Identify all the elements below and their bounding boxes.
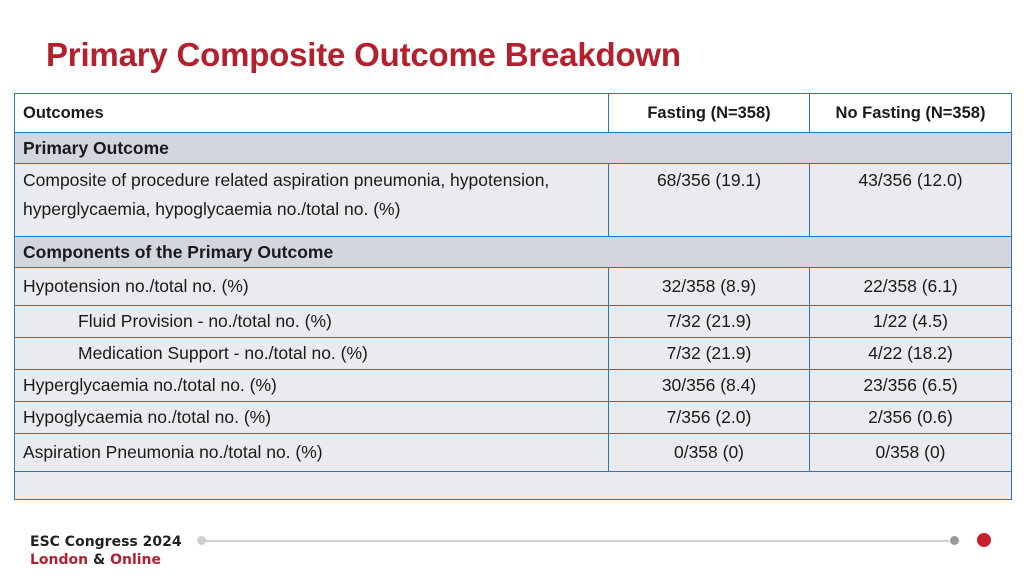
- footer-dot-gray: [950, 536, 959, 545]
- footer-divider: [199, 540, 949, 542]
- table-row-empty: [14, 471, 1012, 500]
- footer-city: London: [30, 552, 89, 568]
- table-header-row: Outcomes Fasting (N=358) No Fasting (N=3…: [14, 93, 1012, 133]
- cell-fasting: 0/358 (0): [608, 433, 810, 472]
- cell-fasting: 30/356 (8.4): [608, 369, 810, 402]
- cell-fasting: 7/32 (21.9): [608, 337, 810, 370]
- footer-dot-left: [197, 536, 206, 545]
- footer-line2: London & Online: [30, 551, 182, 569]
- table-row: Fluid Provision - no./total no. (%) 7/32…: [14, 305, 1012, 338]
- empty-cell: [14, 471, 1012, 500]
- cell-no-fasting: 1/22 (4.5): [809, 305, 1012, 338]
- section-row-components: Components of the Primary Outcome: [14, 236, 1012, 268]
- row-label: Medication Support - no./total no. (%): [14, 337, 609, 370]
- section-label-components: Components of the Primary Outcome: [14, 236, 1012, 268]
- section-row-primary: Primary Outcome: [14, 132, 1012, 164]
- row-label: Aspiration Pneumonia no./total no. (%): [14, 433, 609, 472]
- table-row: Hypotension no./total no. (%) 32/358 (8.…: [14, 267, 1012, 306]
- row-label: Composite of procedure related aspiratio…: [14, 163, 609, 237]
- cell-fasting: 32/358 (8.9): [608, 267, 810, 306]
- footer-amp: &: [93, 552, 106, 568]
- table-row-composite: Composite of procedure related aspiratio…: [14, 163, 1012, 237]
- footer-dot-red: [977, 533, 991, 547]
- header-outcomes: Outcomes: [14, 93, 609, 133]
- row-label: Fluid Provision - no./total no. (%): [14, 305, 609, 338]
- cell-fasting: 7/32 (21.9): [608, 305, 810, 338]
- cell-no-fasting: 2/356 (0.6): [809, 401, 1012, 434]
- table-row: Aspiration Pneumonia no./total no. (%) 0…: [14, 433, 1012, 472]
- cell-no-fasting: 4/22 (18.2): [809, 337, 1012, 370]
- cell-no-fasting: 0/358 (0): [809, 433, 1012, 472]
- section-label-primary: Primary Outcome: [14, 132, 1012, 164]
- footer-line1: ESC Congress 2024: [30, 534, 182, 550]
- cell-no-fasting: 23/356 (6.5): [809, 369, 1012, 402]
- header-fasting: Fasting (N=358): [608, 93, 810, 133]
- header-no-fasting: No Fasting (N=358): [809, 93, 1012, 133]
- footer-online: Online: [110, 552, 162, 568]
- cell-fasting: 7/356 (2.0): [608, 401, 810, 434]
- cell-no-fasting: 43/356 (12.0): [809, 163, 1012, 237]
- cell-fasting: 68/356 (19.1): [608, 163, 810, 237]
- esc-congress-logo: ESC Congress 2024 London & Online: [30, 533, 182, 569]
- row-label: Hypotension no./total no. (%): [14, 267, 609, 306]
- cell-no-fasting: 22/358 (6.1): [809, 267, 1012, 306]
- outcomes-table: Outcomes Fasting (N=358) No Fasting (N=3…: [14, 93, 1012, 500]
- table-row: Hypoglycaemia no./total no. (%) 7/356 (2…: [14, 401, 1012, 434]
- page-title: Primary Composite Outcome Breakdown: [46, 36, 681, 73]
- table-row: Medication Support - no./total no. (%) 7…: [14, 337, 1012, 370]
- row-label: Hypoglycaemia no./total no. (%): [14, 401, 609, 434]
- table-row: Hyperglycaemia no./total no. (%) 30/356 …: [14, 369, 1012, 402]
- row-label: Hyperglycaemia no./total no. (%): [14, 369, 609, 402]
